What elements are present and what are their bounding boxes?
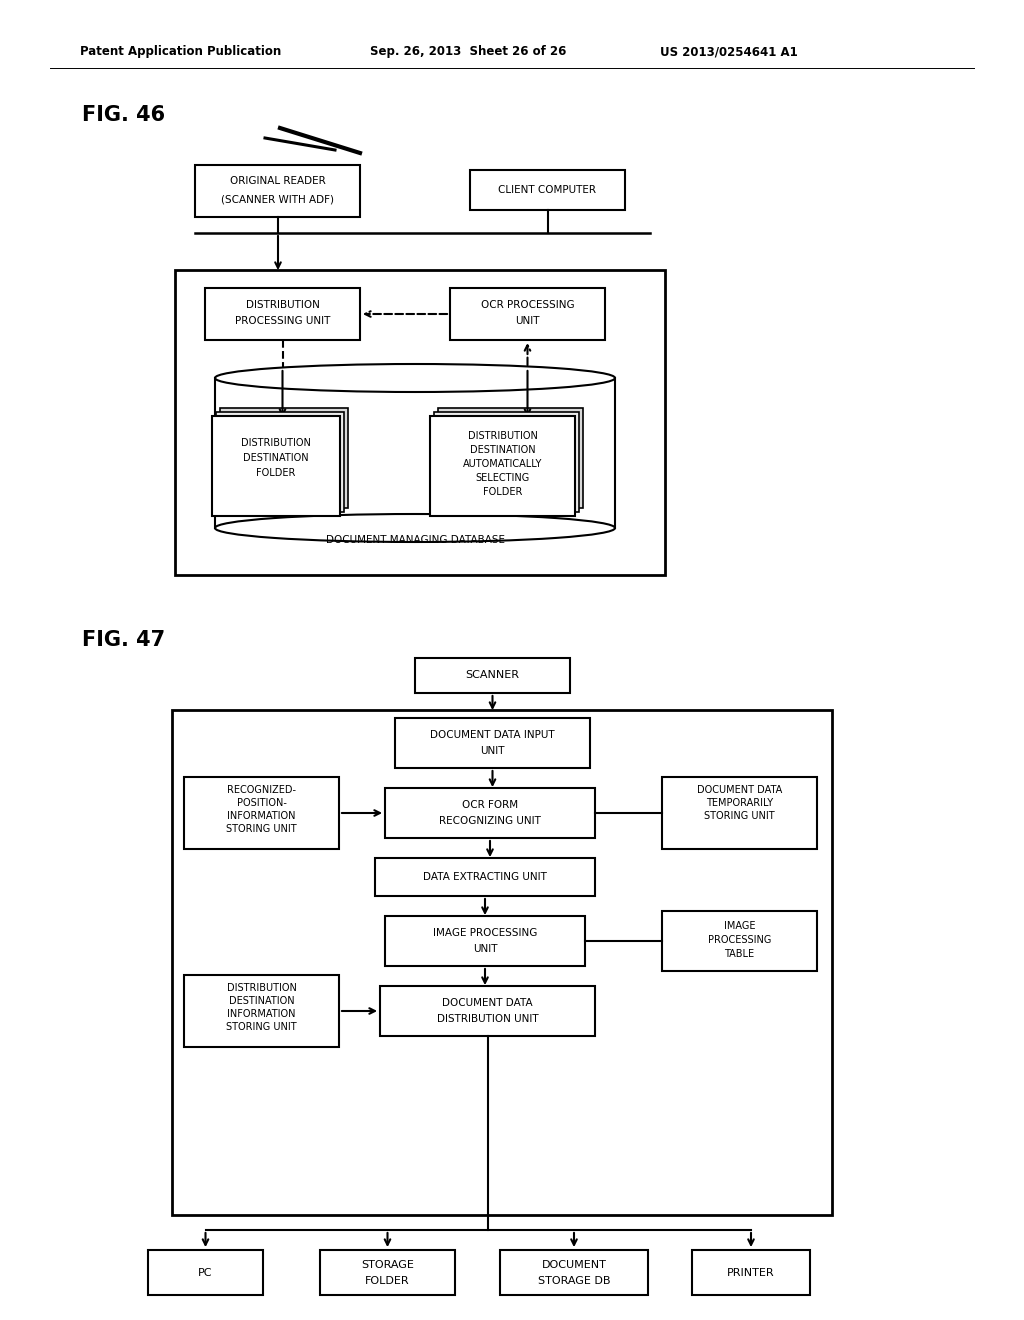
Bar [450,288,605,341]
Text: IMAGE PROCESSING: IMAGE PROCESSING [433,928,538,939]
Text: RECOGNIZED-: RECOGNIZED- [227,785,296,795]
Text: (SCANNER WITH ADF): (SCANNER WITH ADF) [221,194,334,205]
Text: FOLDER: FOLDER [256,469,296,478]
Text: DOCUMENT DATA: DOCUMENT DATA [697,785,782,795]
Text: UNIT: UNIT [473,944,498,954]
Text: STORAGE DB: STORAGE DB [538,1276,610,1286]
Text: POSITION-: POSITION- [237,799,287,808]
Text: DISTRIBUTION UNIT: DISTRIBUTION UNIT [436,1014,539,1024]
Text: SCANNER: SCANNER [466,671,519,680]
Text: STORING UNIT: STORING UNIT [705,810,775,821]
Text: DATA EXTRACTING UNIT: DATA EXTRACTING UNIT [423,873,547,882]
Text: DISTRIBUTION: DISTRIBUTION [226,983,296,993]
Bar [430,416,575,516]
Bar [415,657,570,693]
Bar [172,710,831,1214]
Bar [195,165,360,216]
Text: IMAGE: IMAGE [724,921,756,931]
Bar [216,412,344,512]
Bar [184,975,339,1047]
Text: DISTRIBUTION: DISTRIBUTION [246,300,319,310]
Bar [212,416,340,516]
Bar [434,412,579,512]
Text: FOLDER: FOLDER [366,1276,410,1286]
Text: DESTINATION: DESTINATION [470,445,536,455]
Bar [205,288,360,341]
Text: FOLDER: FOLDER [482,487,522,498]
Ellipse shape [215,364,615,392]
Text: STORING UNIT: STORING UNIT [226,824,297,834]
Text: FIG. 47: FIG. 47 [82,630,165,649]
Bar [662,911,817,972]
Text: CLIENT COMPUTER: CLIENT COMPUTER [499,185,597,195]
Text: US 2013/0254641 A1: US 2013/0254641 A1 [660,45,798,58]
Text: SELECTING: SELECTING [475,473,529,483]
Text: STORAGE: STORAGE [361,1261,414,1270]
Text: PC: PC [199,1267,213,1278]
Bar [470,170,625,210]
Text: DISTRIBUTION: DISTRIBUTION [241,438,311,447]
Text: UNIT: UNIT [480,746,505,756]
Text: PROCESSING: PROCESSING [708,935,771,945]
Bar [319,1250,455,1295]
Bar [500,1250,648,1295]
Text: FIG. 46: FIG. 46 [82,106,165,125]
Text: DESTINATION: DESTINATION [228,997,294,1006]
Text: PRINTER: PRINTER [727,1267,775,1278]
Bar [692,1250,810,1295]
Text: DOCUMENT: DOCUMENT [542,1261,606,1270]
Text: Patent Application Publication: Patent Application Publication [80,45,282,58]
Text: AUTOMATICALLY: AUTOMATICALLY [463,459,542,469]
Text: OCR PROCESSING: OCR PROCESSING [480,300,574,310]
Bar [175,271,665,576]
Bar [438,408,583,508]
Text: TEMPORARILY: TEMPORARILY [706,799,773,808]
Bar [148,1250,263,1295]
Text: Sep. 26, 2013  Sheet 26 of 26: Sep. 26, 2013 Sheet 26 of 26 [370,45,566,58]
Bar [395,718,590,768]
Text: RECOGNIZING UNIT: RECOGNIZING UNIT [439,816,541,826]
Bar [662,777,817,849]
Bar [385,788,595,838]
Text: DOCUMENT DATA: DOCUMENT DATA [442,998,532,1008]
Text: DISTRIBUTION: DISTRIBUTION [468,432,538,441]
Bar [375,858,595,896]
Text: STORING UNIT: STORING UNIT [226,1022,297,1032]
Text: PROCESSING UNIT: PROCESSING UNIT [234,315,330,326]
Text: ORIGINAL READER: ORIGINAL READER [229,176,326,186]
Text: TABLE: TABLE [724,949,755,960]
Bar [385,916,585,966]
Text: INFORMATION: INFORMATION [227,810,296,821]
Ellipse shape [215,513,615,543]
Text: DOCUMENT MANAGING DATABASE: DOCUMENT MANAGING DATABASE [326,535,505,545]
Text: DOCUMENT DATA INPUT: DOCUMENT DATA INPUT [430,730,555,741]
Bar [184,777,339,849]
Text: UNIT: UNIT [515,315,540,326]
Text: INFORMATION: INFORMATION [227,1008,296,1019]
Text: DESTINATION: DESTINATION [243,453,309,463]
Bar [220,408,348,508]
Text: OCR FORM: OCR FORM [462,800,518,810]
Bar [215,378,615,528]
Bar [380,986,595,1036]
